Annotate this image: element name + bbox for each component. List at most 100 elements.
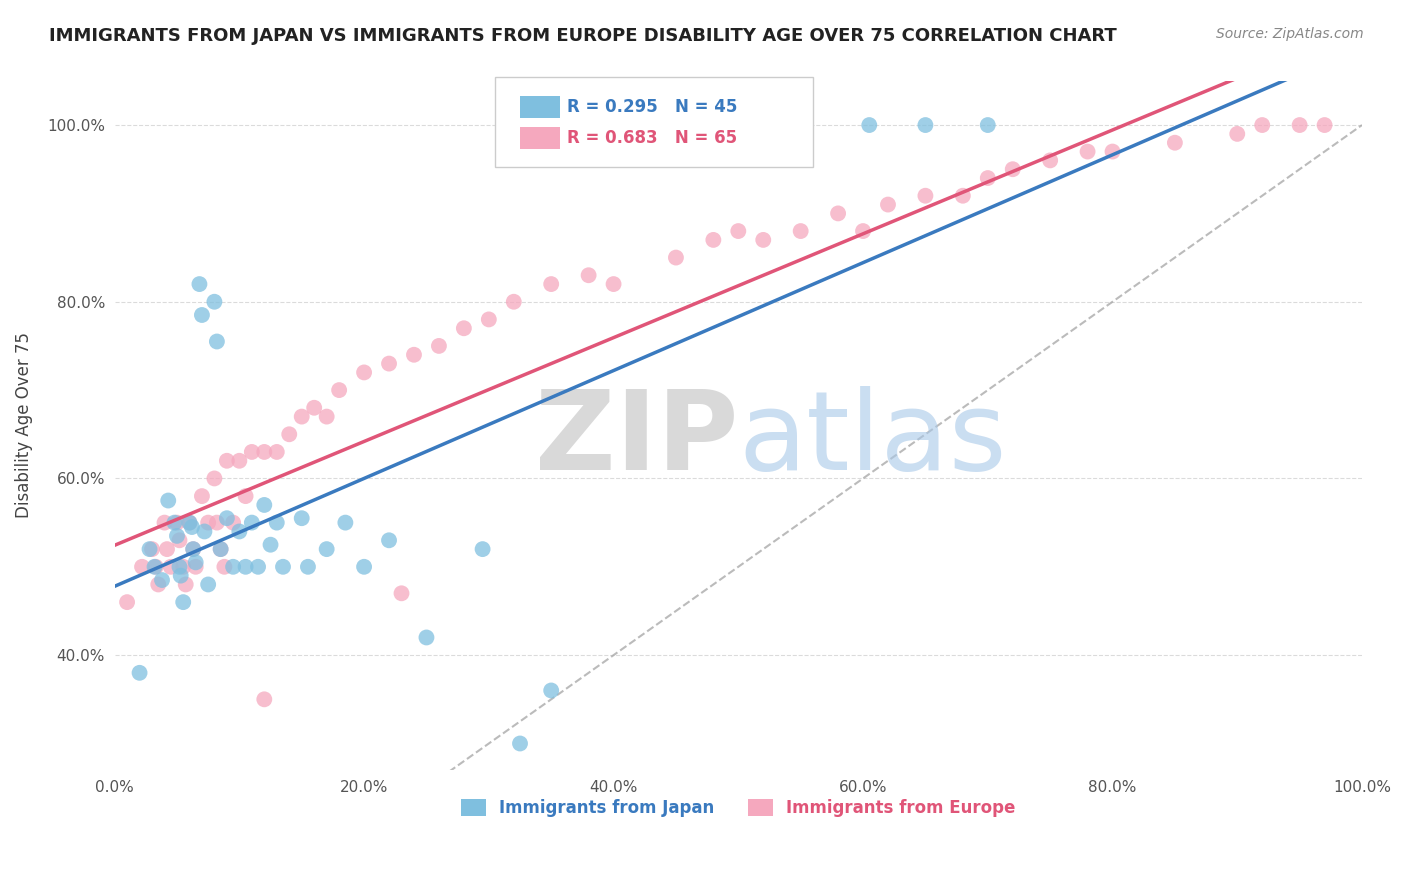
- Point: [197, 516, 219, 530]
- Point: [179, 516, 201, 530]
- Text: Source: ZipAtlas.com: Source: ZipAtlas.com: [1216, 27, 1364, 41]
- Point: [181, 542, 204, 557]
- Point: [789, 118, 811, 132]
- Point: [266, 516, 288, 530]
- Point: [240, 445, 263, 459]
- Point: [214, 559, 236, 574]
- Point: [197, 577, 219, 591]
- Point: [157, 493, 180, 508]
- Point: [752, 233, 775, 247]
- Point: [131, 559, 153, 574]
- Point: [150, 573, 173, 587]
- Point: [253, 692, 276, 706]
- Text: atlas: atlas: [738, 385, 1007, 492]
- Legend: Immigrants from Japan, Immigrants from Europe: Immigrants from Japan, Immigrants from E…: [454, 792, 1022, 823]
- Point: [378, 357, 401, 371]
- Point: [174, 577, 197, 591]
- Point: [1164, 136, 1187, 150]
- Point: [1001, 162, 1024, 177]
- Point: [247, 559, 270, 574]
- Point: [977, 171, 1000, 186]
- Point: [353, 559, 375, 574]
- Point: [302, 401, 325, 415]
- Point: [222, 516, 245, 530]
- Point: [266, 445, 288, 459]
- Text: IMMIGRANTS FROM JAPAN VS IMMIGRANTS FROM EUROPE DISABILITY AGE OVER 75 CORRELATI: IMMIGRANTS FROM JAPAN VS IMMIGRANTS FROM…: [49, 27, 1116, 45]
- Point: [205, 516, 228, 530]
- Y-axis label: Disability Age Over 75: Disability Age Over 75: [15, 333, 32, 518]
- Point: [184, 559, 207, 574]
- Point: [169, 533, 191, 548]
- Point: [253, 445, 276, 459]
- Point: [315, 409, 337, 424]
- Point: [193, 524, 215, 539]
- Text: R = 0.683   N = 65: R = 0.683 N = 65: [568, 129, 738, 147]
- Point: [858, 118, 880, 132]
- Point: [253, 498, 276, 512]
- Point: [222, 559, 245, 574]
- Point: [540, 277, 562, 291]
- FancyBboxPatch shape: [520, 127, 560, 149]
- Point: [172, 559, 194, 574]
- Point: [328, 383, 350, 397]
- Point: [827, 206, 849, 220]
- Point: [952, 188, 974, 202]
- Point: [145, 559, 167, 574]
- Point: [453, 321, 475, 335]
- Point: [1251, 118, 1274, 132]
- Point: [184, 555, 207, 569]
- Point: [143, 559, 166, 574]
- Point: [602, 277, 624, 291]
- Point: [665, 251, 688, 265]
- FancyBboxPatch shape: [495, 78, 813, 167]
- FancyBboxPatch shape: [520, 96, 560, 118]
- Point: [1101, 145, 1123, 159]
- Point: [166, 516, 188, 530]
- Point: [202, 471, 225, 485]
- Point: [278, 427, 301, 442]
- Point: [181, 520, 204, 534]
- Point: [179, 516, 201, 530]
- Point: [1226, 127, 1249, 141]
- Point: [115, 595, 138, 609]
- Point: [877, 197, 900, 211]
- Point: [191, 489, 214, 503]
- Point: [1288, 118, 1310, 132]
- Point: [391, 586, 413, 600]
- Text: ZIP: ZIP: [534, 385, 738, 492]
- Point: [188, 277, 211, 291]
- Point: [235, 489, 257, 503]
- Point: [297, 559, 319, 574]
- Text: R = 0.295   N = 45: R = 0.295 N = 45: [568, 98, 738, 116]
- Point: [156, 542, 179, 557]
- Point: [181, 542, 204, 557]
- Point: [215, 454, 238, 468]
- Point: [1039, 153, 1062, 168]
- Point: [153, 516, 176, 530]
- Point: [228, 524, 250, 539]
- Point: [502, 294, 524, 309]
- Point: [163, 516, 186, 530]
- Point: [138, 542, 160, 557]
- Point: [402, 348, 425, 362]
- Point: [415, 631, 437, 645]
- Point: [235, 559, 257, 574]
- Point: [215, 511, 238, 525]
- Point: [271, 559, 294, 574]
- Point: [335, 516, 357, 530]
- Point: [509, 737, 531, 751]
- Point: [727, 224, 749, 238]
- Point: [228, 454, 250, 468]
- Point: [209, 542, 232, 557]
- Point: [315, 542, 337, 557]
- Point: [148, 577, 170, 591]
- Point: [702, 233, 724, 247]
- Point: [166, 529, 188, 543]
- Point: [202, 294, 225, 309]
- Point: [170, 568, 193, 582]
- Point: [240, 516, 263, 530]
- Point: [789, 224, 811, 238]
- Point: [291, 511, 314, 525]
- Point: [852, 224, 875, 238]
- Point: [172, 595, 194, 609]
